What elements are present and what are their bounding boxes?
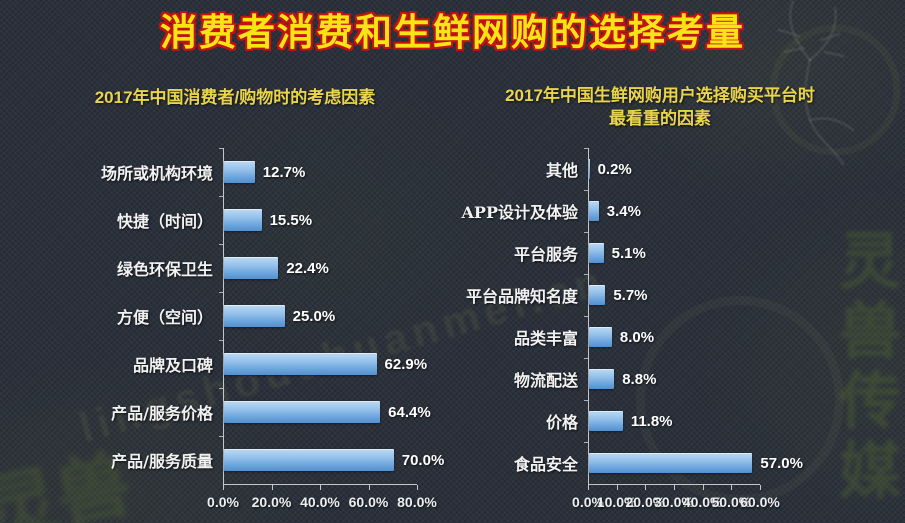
x-axis-tick (702, 485, 704, 490)
value-label: 5.1% (611, 244, 646, 262)
category-label: 绿色环保卫生 (116, 260, 213, 279)
x-axis-tick-label: 0.0% (207, 494, 239, 510)
category-label: 方便（空间） (116, 308, 213, 327)
bar (589, 411, 623, 431)
category-label: 品类丰富 (513, 329, 578, 348)
x-axis-tick (645, 485, 647, 490)
bar (589, 327, 612, 347)
category-label: 其他 (545, 161, 578, 180)
x-axis-tick-label: 30.0% (654, 494, 694, 510)
x-axis-tick (320, 485, 321, 490)
x-axis-tick-label: 20.0% (625, 494, 666, 510)
bar (589, 159, 590, 179)
x-axis-tick-label: 20.0% (251, 494, 292, 510)
category-label: 食品安全 (513, 455, 578, 474)
x-axis-tick (368, 485, 370, 490)
x-axis-tick-label: 60.0% (348, 494, 389, 510)
value-label: 15.5% (269, 211, 313, 229)
x-axis-tick-label: 40.0% (300, 494, 340, 510)
category-label: 品牌及口碑 (132, 356, 213, 375)
page-title: 消费者消费和生鲜网购的选择考量 (160, 12, 745, 53)
x-axis-tick (223, 485, 224, 490)
bar (224, 161, 255, 183)
value-label: 8.0% (619, 328, 655, 346)
bar-row: 平台服务 5.1% (420, 232, 905, 274)
category-label: 产品/服务价格 (111, 404, 213, 423)
bar (224, 353, 377, 375)
value-label: 5.7% (613, 286, 648, 304)
x-axis-tick-label: 10.0% (596, 494, 637, 510)
right-bar-chart: 其他 0.2% APP设计及体验 3.4% 平台服务 5.1% 平台品牌知名度 5.7% 品类丰… (420, 148, 905, 510)
value-label: 12.7% (262, 163, 306, 181)
category-label: 平台服务 (513, 245, 578, 264)
bar (589, 369, 615, 389)
bar-row: 价格 11.8% (420, 400, 905, 442)
bar (224, 401, 381, 423)
bar-row: 产品/服务价格 64.4% (20, 388, 460, 436)
bar-row: 绿色环保卫生 22.4% (20, 244, 460, 292)
value-label: 0.2% (597, 160, 632, 178)
x-axis-tick (731, 485, 733, 490)
value-label: 25.0% (292, 307, 336, 325)
bar-row: 品牌及口碑 62.9% (20, 340, 460, 388)
left-chart-title: 2017年中国消费者/购物时的考虑因素 (94, 88, 376, 107)
x-axis-tick (271, 485, 273, 490)
bar-row: 快捷（时间） 15.5% (20, 196, 460, 244)
x-axis-tick-label: 80.0% (397, 494, 437, 510)
bar (589, 285, 606, 305)
x-axis-tick-label: 40.0% (682, 494, 723, 510)
bar (589, 201, 599, 221)
value-label: 70.0% (401, 451, 445, 469)
bar-row: APP设计及体验 3.4% (420, 190, 905, 232)
bar-row: 品类丰富 8.0% (420, 316, 905, 358)
bar-row: 方便（空间） 25.0% (20, 292, 460, 340)
category-label: APP设计及体验 (461, 203, 578, 222)
left-bar-chart: 场所或机构环境 12.7% 快捷（时间） 15.5% 绿色环保卫生 22.4% 方便（空间）… (20, 148, 460, 510)
x-axis-tick (417, 485, 418, 490)
bar (224, 257, 279, 279)
bar-row: 食品安全 57.0% (420, 442, 905, 484)
value-label: 3.4% (606, 202, 641, 220)
bar (589, 453, 753, 473)
right-chart-title: 2017年中国生鲜网购用户选择购买平台时 最看重的因素 (420, 84, 900, 130)
bar-row: 产品/服务质量 70.0% (20, 436, 460, 484)
category-label: 产品/服务质量 (111, 452, 213, 471)
bar (224, 305, 285, 327)
bar (224, 209, 262, 231)
x-axis: 0.0% 10.0% 20.0% 30.0% 40.0% 50.0% 60.0% (572, 484, 780, 515)
right-chart-title-line1: 2017年中国生鲜网购用户选择购买平台时 (505, 86, 815, 105)
x-axis-tick (674, 485, 675, 490)
category-label: 快捷（时间） (116, 212, 213, 231)
category-label: 物流配送 (513, 371, 578, 390)
bar-row: 场所或机构环境 12.7% (20, 148, 460, 196)
bar (224, 449, 394, 471)
bar (589, 243, 604, 263)
x-axis-tick (616, 485, 618, 490)
value-label: 62.9% (384, 355, 428, 373)
value-label: 8.8% (622, 370, 657, 388)
x-axis-tick-label: 60.0% (740, 494, 780, 510)
bar-row: 物流配送 8.8% (420, 358, 905, 400)
right-chart-title-line2: 最看重的因素 (609, 109, 711, 128)
value-label: 57.0% (760, 454, 803, 472)
bar-row: 平台品牌知名度 5.7% (420, 274, 905, 316)
category-label: 平台品牌知名度 (465, 287, 578, 306)
category-label: 场所或机构环境 (100, 164, 213, 183)
category-label: 价格 (545, 413, 578, 432)
value-label: 11.8% (630, 412, 673, 430)
x-axis-tick-label: 50.0% (711, 494, 752, 510)
bar-row: 其他 0.2% (420, 148, 905, 190)
x-axis-tick-label: 0.0% (572, 494, 604, 510)
value-label: 64.4% (388, 403, 431, 421)
x-axis: 0.0% 20.0% 40.0% 60.0% 80.0% (207, 484, 437, 515)
x-axis-tick (588, 485, 589, 490)
value-label: 22.4% (286, 259, 329, 277)
x-axis-tick (760, 485, 761, 490)
